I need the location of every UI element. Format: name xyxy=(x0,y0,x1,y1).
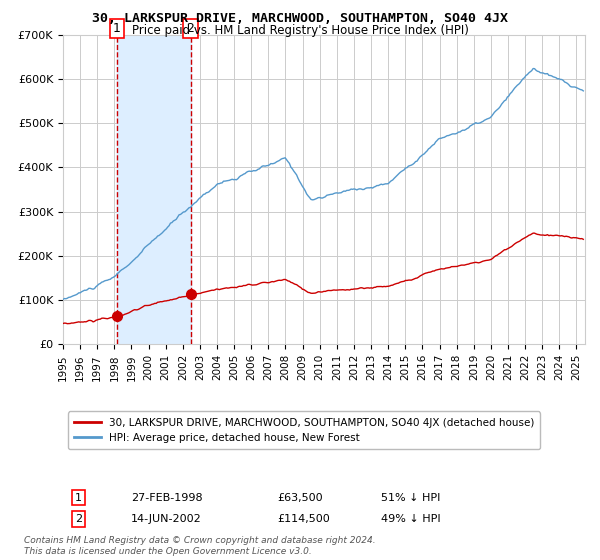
Text: 1: 1 xyxy=(113,22,121,35)
Bar xyxy=(117,35,191,344)
Text: 14-JUN-2002: 14-JUN-2002 xyxy=(131,514,202,524)
Text: 1: 1 xyxy=(75,493,82,503)
Text: £114,500: £114,500 xyxy=(277,514,330,524)
Text: 30, LARKSPUR DRIVE, MARCHWOOD, SOUTHAMPTON, SO40 4JX: 30, LARKSPUR DRIVE, MARCHWOOD, SOUTHAMPT… xyxy=(92,12,508,25)
Text: £63,500: £63,500 xyxy=(277,493,323,503)
Text: 2: 2 xyxy=(75,514,82,524)
Text: Price paid vs. HM Land Registry's House Price Index (HPI): Price paid vs. HM Land Registry's House … xyxy=(131,24,469,37)
Text: 51% ↓ HPI: 51% ↓ HPI xyxy=(382,493,441,503)
Text: Contains HM Land Registry data © Crown copyright and database right 2024.
This d: Contains HM Land Registry data © Crown c… xyxy=(24,536,376,556)
Legend: 30, LARKSPUR DRIVE, MARCHWOOD, SOUTHAMPTON, SO40 4JX (detached house), HPI: Aver: 30, LARKSPUR DRIVE, MARCHWOOD, SOUTHAMPT… xyxy=(68,412,541,449)
Text: 49% ↓ HPI: 49% ↓ HPI xyxy=(382,514,441,524)
Text: 27-FEB-1998: 27-FEB-1998 xyxy=(131,493,202,503)
Text: 2: 2 xyxy=(187,22,194,35)
